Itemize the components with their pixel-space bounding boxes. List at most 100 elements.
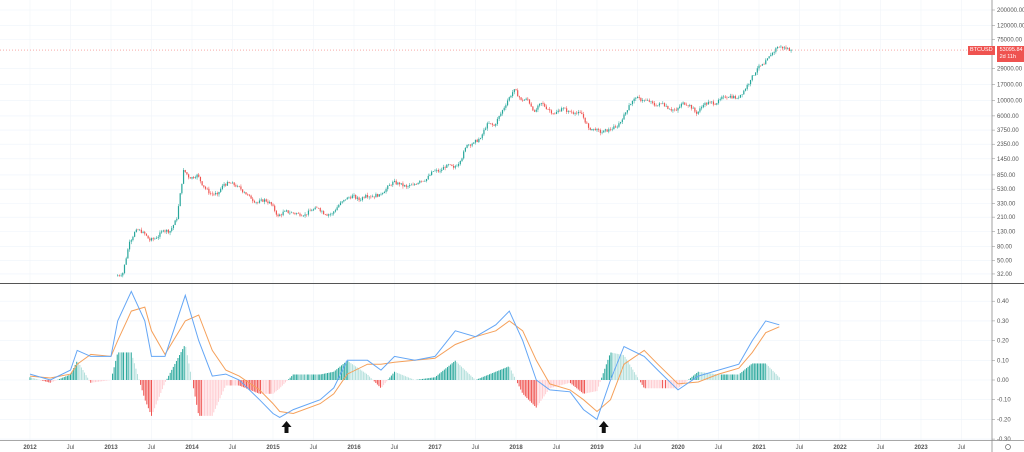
candle-body xyxy=(209,193,212,194)
candle-body xyxy=(306,214,308,215)
histogram-bar xyxy=(601,377,603,380)
histogram-bar xyxy=(196,380,198,405)
histogram-bar xyxy=(118,352,120,380)
histogram-bar xyxy=(693,375,695,380)
candle-body xyxy=(356,197,358,199)
arrow-up-icon xyxy=(281,421,292,433)
candle-body xyxy=(216,193,218,195)
histogram-bar xyxy=(574,380,576,388)
histogram-bar xyxy=(468,374,470,380)
histogram-bar xyxy=(429,377,431,380)
histogram-bar xyxy=(493,372,495,380)
candle-body xyxy=(736,98,738,99)
time-tick-label: Jul xyxy=(634,445,642,451)
histogram-bar xyxy=(199,380,201,416)
candle-body xyxy=(486,123,488,129)
histogram-bar xyxy=(524,380,526,397)
candle-body xyxy=(284,211,286,212)
candle-body xyxy=(425,179,428,181)
candle-body xyxy=(731,95,733,99)
candle-body xyxy=(528,99,531,104)
histogram-bar xyxy=(175,360,177,380)
histogram-bar xyxy=(724,374,726,380)
histogram-bar xyxy=(177,358,179,380)
histogram-bar xyxy=(316,374,318,380)
candle-body xyxy=(660,103,662,104)
histogram-bar xyxy=(165,380,167,382)
histogram-bar xyxy=(674,380,676,389)
histogram-bar xyxy=(596,380,598,392)
histogram-bar xyxy=(179,355,181,380)
histogram-bar xyxy=(135,368,137,380)
candle-body xyxy=(756,68,758,73)
candle-body xyxy=(171,228,173,231)
histogram-bar xyxy=(686,380,688,381)
histogram-bar xyxy=(403,375,405,380)
candle-body xyxy=(424,180,426,182)
histogram-bar xyxy=(713,373,715,380)
candle-body xyxy=(513,89,515,93)
candle-body xyxy=(319,208,321,212)
time-tick-label: 2013 xyxy=(104,445,118,451)
histogram-bar xyxy=(594,380,596,392)
histogram-bar xyxy=(294,374,296,380)
histogram-bar xyxy=(479,378,481,380)
candle-body xyxy=(125,258,127,265)
histogram-bar xyxy=(274,380,276,393)
candle-body xyxy=(616,126,618,128)
histogram-bar xyxy=(367,375,369,380)
candle-body xyxy=(263,199,266,202)
histogram-bar xyxy=(668,380,670,389)
candle-body xyxy=(518,96,520,98)
candle-body xyxy=(672,109,674,111)
histogram-bar xyxy=(355,366,357,380)
histogram-bar xyxy=(476,379,478,380)
candle-body xyxy=(361,197,364,201)
histogram-bar xyxy=(353,365,355,380)
histogram-bar xyxy=(552,380,554,388)
histogram-bar xyxy=(470,375,472,380)
candle-body xyxy=(567,111,569,112)
histogram-bar xyxy=(149,380,151,413)
candle-body xyxy=(469,144,472,146)
histogram-bar xyxy=(585,380,587,394)
time-tick-label: 2022 xyxy=(833,445,847,451)
candle-body xyxy=(147,235,149,239)
histogram-bar xyxy=(130,352,132,380)
candle-body xyxy=(145,233,148,236)
histogram-bar xyxy=(328,372,330,380)
histogram-bar xyxy=(122,352,124,380)
histogram-bar xyxy=(499,369,501,380)
histogram-bar xyxy=(735,374,737,380)
histogram-bar xyxy=(238,380,240,386)
histogram-bar xyxy=(532,380,534,405)
candle-body xyxy=(302,215,304,217)
histogram-bar xyxy=(485,375,487,380)
candle-body xyxy=(290,212,293,214)
candle-body xyxy=(717,99,720,104)
histogram-bar xyxy=(446,367,448,380)
histogram-bar xyxy=(517,380,519,384)
candle-body xyxy=(787,48,789,49)
histogram-bar xyxy=(744,369,746,380)
histogram-bar xyxy=(602,373,604,380)
histogram-bar xyxy=(647,380,649,389)
time-tick-label: 2020 xyxy=(671,445,685,451)
candle-body xyxy=(452,165,455,168)
candle-body xyxy=(177,206,180,219)
candle-body xyxy=(451,164,453,166)
histogram-bar xyxy=(753,363,755,380)
candle-body xyxy=(643,100,645,101)
candle-body xyxy=(458,164,460,166)
histogram-bar xyxy=(112,373,114,380)
histogram-bar xyxy=(124,352,126,380)
candle-body xyxy=(134,232,136,237)
candle-body xyxy=(139,229,141,231)
candle-body xyxy=(226,182,229,186)
histogram-bar xyxy=(534,380,536,406)
histogram-bar xyxy=(76,361,78,380)
histogram-bar xyxy=(619,354,621,380)
histogram-bar xyxy=(551,380,553,388)
histogram-bar xyxy=(565,380,567,384)
